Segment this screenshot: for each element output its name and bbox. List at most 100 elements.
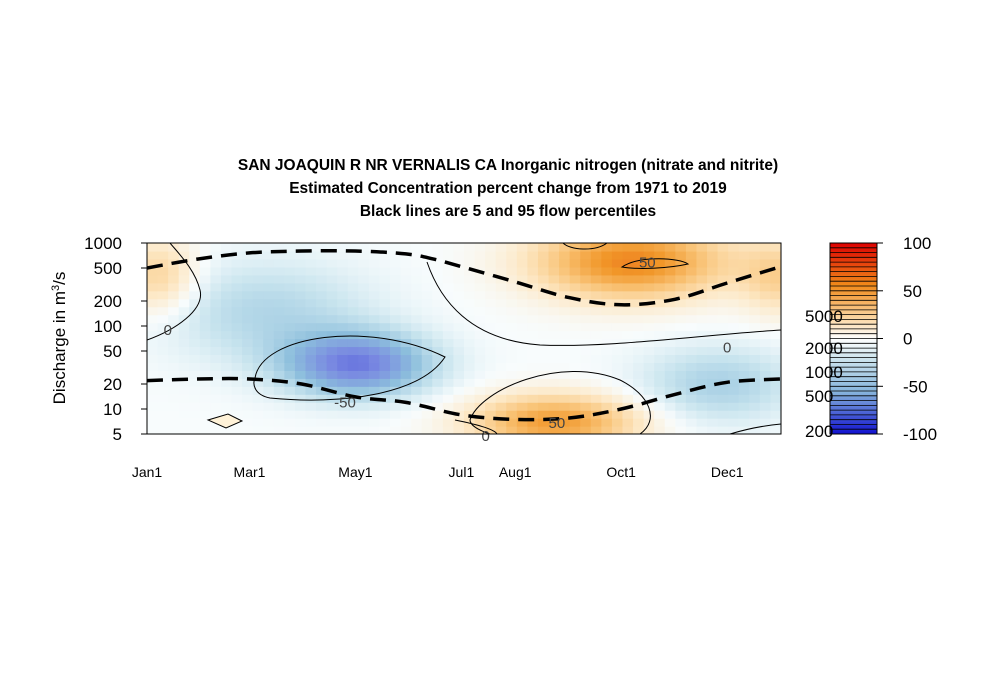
heatmap-cell bbox=[516, 394, 528, 403]
heatmap-cell bbox=[273, 354, 285, 363]
heatmap-cell bbox=[337, 370, 349, 379]
heatmap-cell bbox=[474, 418, 486, 427]
heatmap-cell bbox=[464, 243, 476, 252]
heatmap-cell bbox=[696, 418, 708, 427]
heatmap-cell bbox=[147, 346, 159, 356]
heatmap-cell bbox=[358, 346, 370, 356]
heatmap-cell bbox=[358, 258, 370, 268]
heatmap-cell bbox=[358, 394, 370, 403]
heatmap-cell bbox=[199, 266, 211, 276]
heatmap-cell bbox=[326, 370, 338, 379]
heatmap-cell bbox=[770, 266, 781, 276]
heatmap-cell bbox=[284, 314, 296, 324]
heatmap-cell bbox=[707, 274, 719, 284]
heatmap-cell bbox=[284, 290, 296, 300]
heatmap-cell bbox=[601, 370, 613, 379]
heatmap-cell bbox=[770, 338, 781, 348]
heatmap-cell bbox=[759, 258, 772, 268]
heatmap-cell bbox=[580, 338, 592, 348]
heatmap-cell bbox=[242, 362, 254, 371]
heatmap-cell bbox=[474, 394, 486, 403]
heatmap-cell bbox=[664, 426, 676, 434]
heatmap-cell bbox=[252, 250, 264, 260]
heatmap-cell bbox=[368, 354, 381, 363]
heatmap-cell bbox=[707, 266, 719, 276]
heatmap-cell bbox=[252, 243, 264, 252]
heatmap-cell bbox=[284, 306, 296, 316]
heatmap-cell bbox=[284, 266, 296, 276]
colorbar-tick-label: -50 bbox=[903, 377, 928, 396]
heatmap-cell bbox=[157, 426, 169, 434]
heatmap-cell bbox=[559, 330, 571, 340]
heatmap-cell bbox=[633, 394, 645, 403]
heatmap-cell bbox=[590, 354, 602, 363]
heatmap-cell bbox=[685, 378, 698, 387]
heatmap-cell bbox=[537, 354, 550, 363]
heatmap-cell bbox=[548, 258, 560, 268]
heatmap-cell bbox=[305, 258, 317, 268]
heatmap-cell bbox=[685, 258, 698, 268]
colorbar-overlay-label: 2000 bbox=[805, 339, 843, 358]
heatmap-cell bbox=[559, 298, 571, 308]
heatmap-cell bbox=[316, 378, 328, 387]
heatmap-cell bbox=[432, 402, 444, 411]
heatmap-cell bbox=[633, 338, 645, 348]
heatmap-cell bbox=[294, 370, 307, 379]
heatmap-cell bbox=[738, 402, 750, 411]
heatmap-cell bbox=[273, 322, 285, 332]
heatmap-cell bbox=[728, 370, 740, 379]
heatmap-cell bbox=[157, 346, 169, 356]
heatmap-cell bbox=[580, 362, 592, 371]
heatmap-cell bbox=[717, 290, 729, 300]
heatmap-cell bbox=[453, 354, 465, 363]
heatmap-cell bbox=[305, 250, 317, 260]
heatmap-cell bbox=[738, 298, 750, 308]
heatmap-cell bbox=[580, 394, 592, 403]
heatmap-cell bbox=[400, 378, 412, 387]
heatmap-cell bbox=[580, 258, 592, 268]
heatmap-cell bbox=[231, 322, 243, 332]
heatmap-cell bbox=[358, 354, 370, 363]
heatmap-cell bbox=[495, 402, 507, 411]
heatmap-cell bbox=[231, 290, 243, 300]
heatmap-cell bbox=[696, 298, 708, 308]
heatmap-cell bbox=[421, 354, 433, 363]
heatmap-cell bbox=[675, 402, 687, 411]
heatmap-cell bbox=[220, 370, 233, 379]
heatmap-cell bbox=[728, 410, 740, 419]
heatmap-cell bbox=[273, 402, 285, 411]
heatmap-cell bbox=[294, 266, 307, 276]
heatmap-cell bbox=[580, 282, 592, 292]
heatmap-cell bbox=[273, 330, 285, 340]
heatmap-cell bbox=[749, 362, 761, 371]
heatmap-cell bbox=[527, 290, 539, 300]
heatmap-cell bbox=[728, 402, 740, 411]
heatmap-cell bbox=[601, 354, 613, 363]
heatmap-cell bbox=[633, 426, 645, 434]
heatmap-cell bbox=[147, 322, 159, 332]
heatmap-cell bbox=[263, 386, 275, 395]
heatmap-cell bbox=[485, 250, 497, 260]
heatmap-cell bbox=[654, 394, 666, 403]
heatmap-cell bbox=[770, 402, 781, 411]
heatmap-cell bbox=[749, 266, 761, 276]
heatmap-cell bbox=[210, 314, 222, 324]
heatmap-cell bbox=[168, 330, 180, 340]
heatmap-cell bbox=[516, 362, 528, 371]
heatmap-cell bbox=[485, 243, 497, 252]
heatmap-cell bbox=[220, 386, 233, 395]
heatmap-cell bbox=[759, 282, 772, 292]
heatmap-cell bbox=[305, 330, 317, 340]
heatmap-cell bbox=[432, 298, 444, 308]
heatmap-cell bbox=[178, 386, 190, 395]
heatmap-cell bbox=[453, 314, 465, 324]
heatmap-cell bbox=[749, 314, 761, 324]
heatmap-cell bbox=[569, 354, 581, 363]
heatmap-cell bbox=[220, 306, 233, 316]
heatmap-cell bbox=[527, 426, 539, 434]
heatmap-cell bbox=[485, 266, 497, 276]
heatmap-cell bbox=[675, 386, 687, 395]
heatmap-cell bbox=[559, 266, 571, 276]
heatmap-cell bbox=[210, 362, 222, 371]
heatmap-cell bbox=[379, 274, 391, 284]
